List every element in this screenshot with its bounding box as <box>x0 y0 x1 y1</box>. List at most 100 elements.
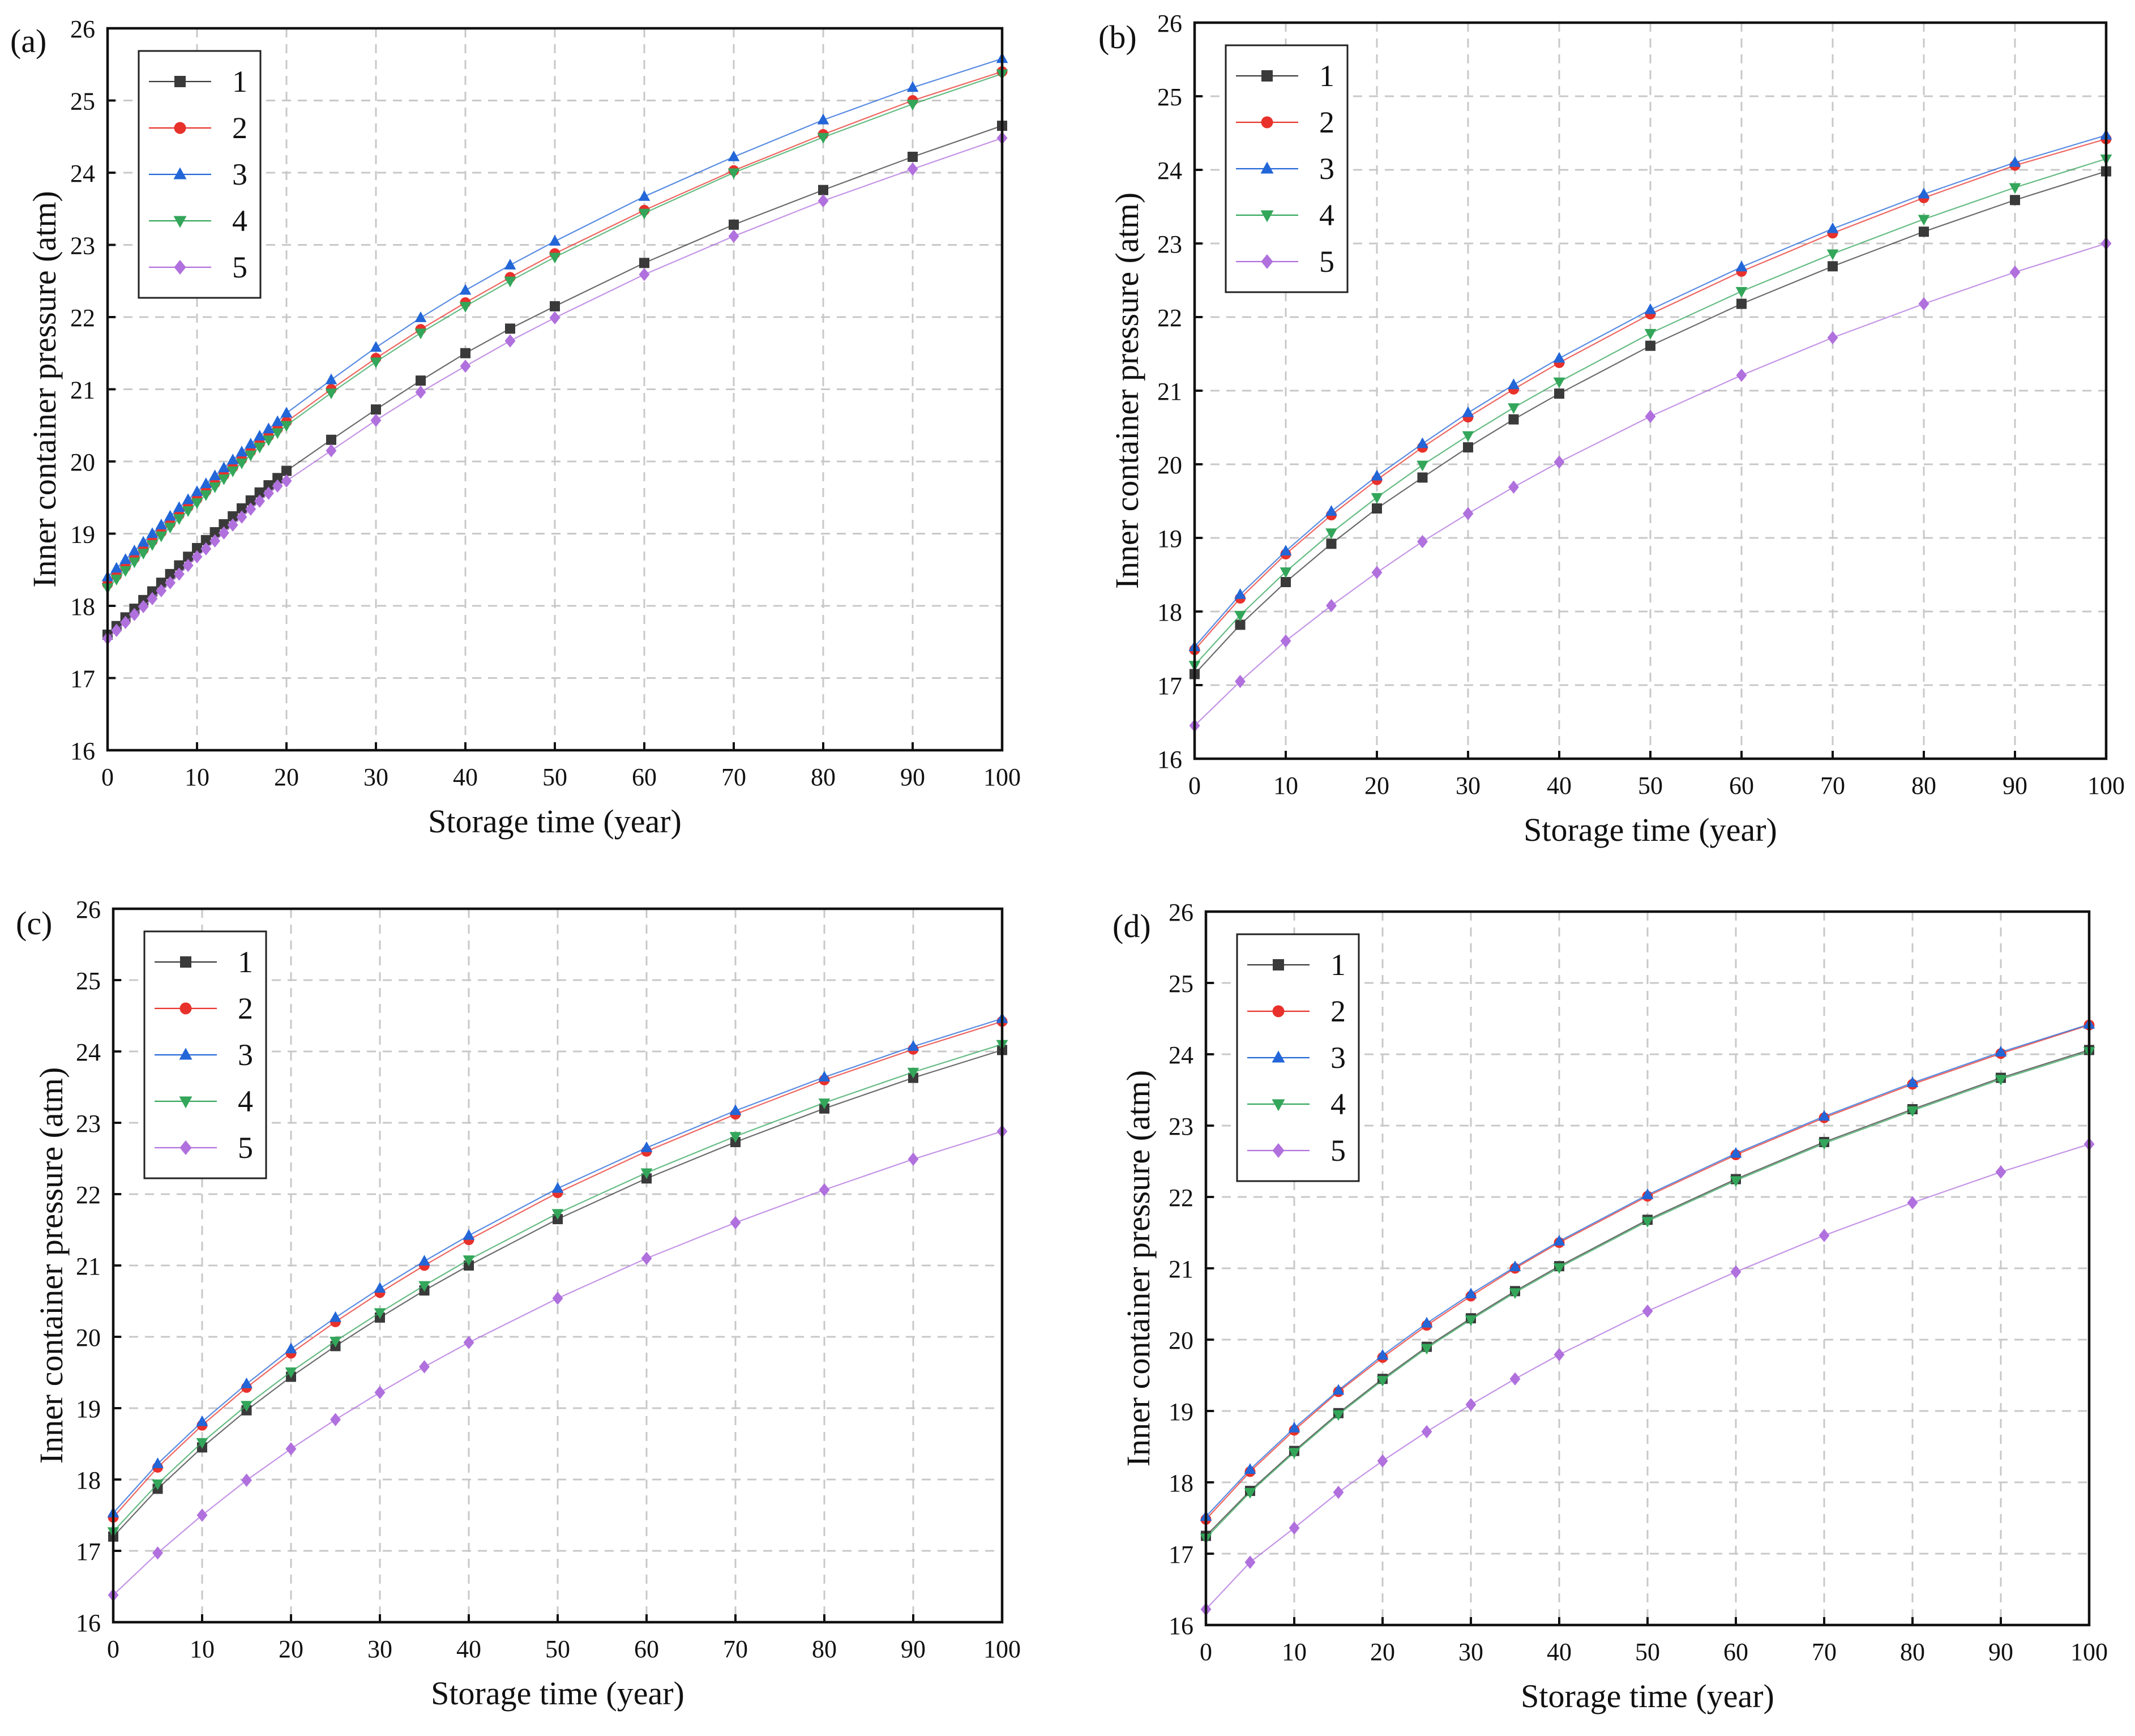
data-point <box>152 1457 164 1468</box>
data-point <box>1235 674 1246 689</box>
data-point <box>1235 619 1246 630</box>
data-point <box>1644 303 1657 314</box>
data-point <box>2009 156 2021 167</box>
data-point <box>1244 1463 1256 1474</box>
series-5 <box>102 131 1008 645</box>
data-point <box>1509 1260 1521 1272</box>
data-point <box>129 544 140 555</box>
y-tick-label: 24 <box>1169 1041 1193 1069</box>
legend-label: 4 <box>1319 198 1334 232</box>
data-point <box>1326 538 1337 549</box>
y-tick-label: 25 <box>1157 83 1182 111</box>
y-tick-label: 26 <box>70 15 95 43</box>
data-point <box>146 540 159 551</box>
y-tick-label: 16 <box>1169 1612 1193 1640</box>
data-point <box>1280 545 1292 556</box>
data-point <box>254 487 265 498</box>
data-point <box>1735 260 1748 272</box>
data-point <box>1289 1521 1300 1535</box>
data-point <box>1730 1176 1742 1187</box>
data-point <box>241 1473 252 1487</box>
x-tick-label: 60 <box>632 763 657 791</box>
data-point <box>374 1282 386 1293</box>
data-point <box>272 473 283 484</box>
data-point <box>182 558 194 572</box>
data-point <box>192 543 202 553</box>
gridlines <box>113 909 1002 1622</box>
data-point <box>463 1229 475 1240</box>
data-point <box>174 560 185 571</box>
data-point <box>110 575 123 586</box>
data-point <box>271 415 284 426</box>
data-point <box>183 551 194 562</box>
data-point <box>1332 1384 1345 1395</box>
x-tick-label: 90 <box>2003 772 2027 799</box>
data-point <box>1553 352 1565 363</box>
legend-marker <box>179 1047 192 1060</box>
legend: 1 2 3 4 5 <box>1225 44 1349 293</box>
y-tick-label: 19 <box>1169 1398 1193 1426</box>
data-point <box>120 615 131 630</box>
x-tick-label: 30 <box>363 763 388 791</box>
panel-label: (d) <box>1113 908 1151 944</box>
data-point <box>110 562 123 573</box>
data-point <box>138 600 149 613</box>
x-tick-label: 80 <box>811 763 836 791</box>
data-point <box>728 150 740 161</box>
data-point <box>415 385 426 399</box>
data-point <box>1421 1344 1433 1355</box>
data-point <box>1918 187 1930 199</box>
data-point <box>1462 406 1474 417</box>
data-point <box>504 334 516 348</box>
y-tick-label: 25 <box>1169 970 1193 998</box>
data-point <box>330 1311 341 1322</box>
data-point <box>219 519 229 529</box>
data-point <box>549 311 561 324</box>
y-tick-label: 17 <box>70 665 95 693</box>
x-tick-label: 50 <box>1635 1638 1660 1666</box>
x-tick-label: 70 <box>1820 772 1845 799</box>
data-point <box>818 1098 831 1109</box>
series-3 <box>101 52 1008 581</box>
data-point <box>1730 1147 1742 1158</box>
data-point <box>1508 403 1520 414</box>
data-point <box>236 510 247 524</box>
data-point <box>419 1360 430 1374</box>
data-point <box>729 1104 742 1115</box>
x-tick-label: 10 <box>1273 772 1298 799</box>
chart-panel-2: 0 10 20 30 40 50 60 70 80 90 100161718192021222324… <box>1098 10 2125 848</box>
x-tick-label: 20 <box>1364 772 1389 799</box>
data-point <box>1288 1448 1300 1459</box>
x-tick-label: 0 <box>1200 1638 1212 1666</box>
x-tick-label: 60 <box>634 1635 659 1663</box>
data-point <box>173 501 185 512</box>
y-tick-label: 22 <box>1169 1184 1193 1212</box>
y-tick-label: 18 <box>1157 598 1182 626</box>
legend-marker <box>174 122 186 134</box>
data-point <box>908 1152 919 1166</box>
data-point <box>1281 577 1291 587</box>
y-tick-label: 23 <box>1169 1113 1193 1140</box>
data-point <box>165 568 176 579</box>
data-point <box>460 348 470 358</box>
x-tick-label: 50 <box>545 1635 570 1663</box>
y-tick-label: 20 <box>76 1324 101 1352</box>
data-point <box>1644 328 1657 340</box>
data-point <box>1288 1421 1300 1433</box>
data-point <box>2010 195 2020 206</box>
data-point <box>1325 528 1337 540</box>
data-point <box>200 542 212 555</box>
data-point <box>196 1438 208 1449</box>
y-tick-label: 16 <box>1157 746 1182 773</box>
panel-label: (b) <box>1098 19 1137 55</box>
data-point <box>1417 460 1428 472</box>
data-point <box>1641 1217 1654 1228</box>
data-point <box>1995 1045 2007 1057</box>
x-tick-label: 40 <box>453 763 478 791</box>
legend-label: 1 <box>238 945 253 979</box>
data-point <box>263 435 275 446</box>
data-point <box>226 466 239 477</box>
y-tick-label: 24 <box>1157 157 1182 185</box>
x-tick-label: 30 <box>1458 1638 1483 1666</box>
legend-marker <box>179 1140 192 1155</box>
